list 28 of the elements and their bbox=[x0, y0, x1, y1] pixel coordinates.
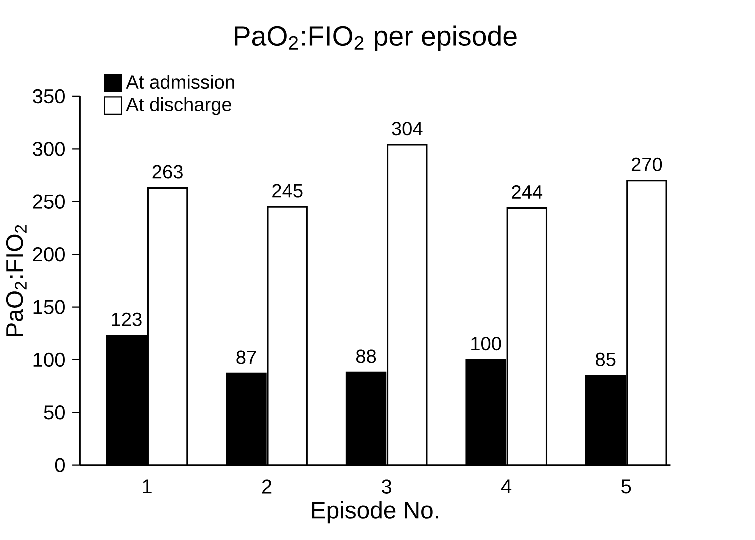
data-label: 123 bbox=[112, 312, 142, 326]
x-tick-label: 1 bbox=[143, 480, 152, 494]
data-label: 87 bbox=[236, 350, 256, 364]
data-label: 245 bbox=[272, 184, 303, 198]
data-label: 270 bbox=[632, 158, 662, 172]
data-label: 244 bbox=[512, 186, 543, 199]
data-label: 304 bbox=[392, 122, 423, 136]
y-axis-title: PaO$_{2}$:FIO$_{2}$ bbox=[6, 225, 27, 336]
y-tick-label: 100 bbox=[34, 352, 65, 368]
y-tick-label: 300 bbox=[33, 142, 65, 156]
x-tick-label: 4 bbox=[501, 480, 512, 494]
y-tick-label: 150 bbox=[34, 300, 65, 314]
data-label: 100 bbox=[472, 337, 502, 351]
x-tick-label: 5 bbox=[622, 480, 632, 494]
x-axis-title: Episode No. bbox=[312, 501, 438, 524]
x-tick-label: 3 bbox=[382, 480, 392, 494]
y-tick-label: 350 bbox=[33, 89, 65, 104]
y-tick-label: 250 bbox=[33, 194, 65, 210]
data-label: 263 bbox=[152, 165, 183, 179]
y-tick-label: 200 bbox=[33, 248, 65, 262]
y-tick-label: 0 bbox=[55, 458, 65, 473]
data-label: 85 bbox=[596, 352, 616, 366]
legend-label: At admission bbox=[126, 75, 234, 90]
data-label: 88 bbox=[356, 350, 376, 364]
x-tick-label: 2 bbox=[262, 480, 272, 494]
chart-title: PaO$_{2}$:FIO$_{2}$ per episode bbox=[235, 26, 517, 52]
legend-label: At discharge bbox=[126, 98, 232, 116]
y-tick-label: 50 bbox=[44, 406, 65, 420]
